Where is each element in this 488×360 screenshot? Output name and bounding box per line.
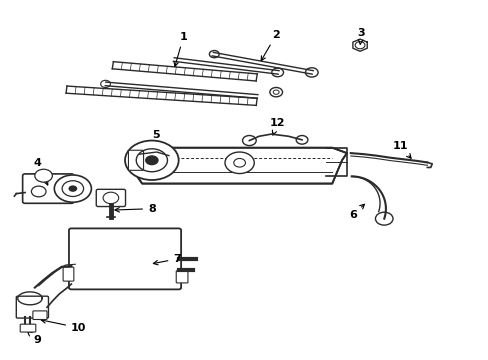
Text: 6: 6: [348, 204, 364, 220]
Circle shape: [31, 186, 46, 197]
FancyBboxPatch shape: [22, 174, 74, 203]
Circle shape: [54, 175, 91, 202]
Text: 3: 3: [357, 28, 365, 44]
Text: 7: 7: [153, 254, 181, 265]
FancyBboxPatch shape: [128, 150, 143, 170]
Polygon shape: [132, 148, 346, 184]
FancyBboxPatch shape: [176, 271, 187, 283]
Circle shape: [35, 169, 52, 182]
Text: 2: 2: [261, 30, 280, 61]
FancyBboxPatch shape: [16, 296, 48, 318]
Circle shape: [145, 155, 158, 165]
Text: 4: 4: [33, 158, 48, 185]
Text: 9: 9: [27, 332, 41, 345]
FancyBboxPatch shape: [20, 324, 36, 332]
Text: 12: 12: [269, 118, 285, 135]
Text: 10: 10: [41, 319, 86, 333]
Circle shape: [68, 185, 77, 192]
Text: 11: 11: [392, 141, 410, 158]
Text: 5: 5: [151, 130, 159, 156]
FancyBboxPatch shape: [63, 267, 74, 281]
Circle shape: [224, 152, 254, 174]
FancyBboxPatch shape: [69, 228, 181, 289]
Text: 1: 1: [174, 32, 187, 66]
FancyBboxPatch shape: [33, 311, 47, 319]
Text: 8: 8: [115, 204, 155, 214]
Circle shape: [125, 140, 178, 180]
FancyBboxPatch shape: [96, 189, 125, 207]
